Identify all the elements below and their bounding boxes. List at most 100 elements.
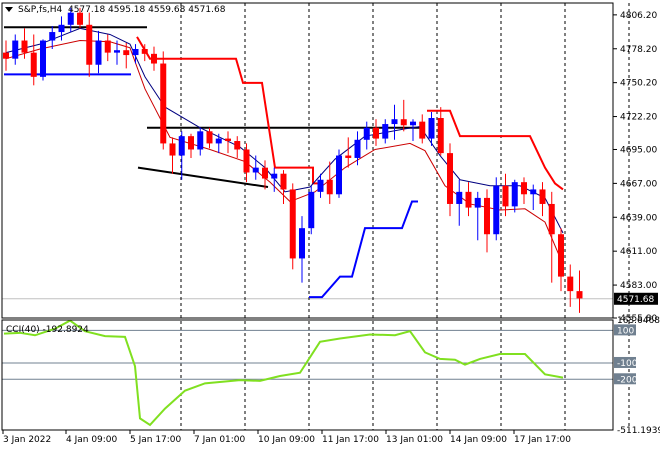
candle-body xyxy=(530,189,537,195)
current-price-label: 4571.68 xyxy=(617,295,654,305)
candle-body xyxy=(382,124,389,139)
trend-line xyxy=(137,166,269,189)
envelope-upper-1 xyxy=(136,36,320,185)
time-tick-label: 13 Jan 01:00 xyxy=(386,435,443,445)
candle-body xyxy=(437,118,444,154)
candle-body xyxy=(197,131,204,150)
candle-body xyxy=(336,155,342,195)
cci-frame xyxy=(1,319,614,431)
chart-header: S&P,fs,H4 4577.18 4595.18 4559.68 4571.6… xyxy=(18,5,225,15)
cci-level-badge xyxy=(614,324,636,336)
candle-body xyxy=(49,32,56,41)
cci-line xyxy=(3,319,564,427)
candle-body xyxy=(474,197,481,208)
candle-body xyxy=(447,153,453,204)
time-tick-label: 14 Jan 09:00 xyxy=(450,435,507,445)
candle-body xyxy=(40,40,46,77)
cci-tick-label: 163.6468 xyxy=(617,316,660,326)
cci-tick-label: -511.1939 xyxy=(617,426,660,436)
candle-body xyxy=(548,203,555,235)
candle-body xyxy=(502,185,509,207)
candle-body xyxy=(234,141,241,150)
candle-body xyxy=(178,136,185,156)
price-tick-label: 4695.00 xyxy=(620,145,657,155)
candle-body xyxy=(114,50,120,53)
time-tick-label: 10 Jan 09:00 xyxy=(258,435,315,445)
candle-body xyxy=(521,182,527,195)
candle-body xyxy=(95,40,102,65)
cci-tick-label: 100 xyxy=(617,326,634,336)
candle-body xyxy=(30,52,37,77)
candle-body xyxy=(391,119,398,125)
candle-body xyxy=(141,49,148,54)
envelope-upper-2 xyxy=(427,109,564,191)
candle-body xyxy=(567,276,574,292)
ohlc-values: 4577.18 4595.18 4559.68 4571.68 xyxy=(67,5,226,15)
cci-level-badge xyxy=(614,356,636,368)
candle-body xyxy=(317,179,324,192)
candle-body xyxy=(511,182,518,207)
candle-body xyxy=(188,136,194,150)
candle-body xyxy=(558,234,564,277)
price-tick-label: 4778.20 xyxy=(620,45,657,55)
candle-body xyxy=(465,191,472,208)
envelope-lower xyxy=(309,200,418,299)
envelope-lines xyxy=(136,36,564,299)
cci-title: CCI(40) -192.8924 xyxy=(6,325,89,335)
candle-body xyxy=(326,179,333,195)
candle-body xyxy=(456,191,463,204)
grid-lines xyxy=(2,3,630,430)
candle-body xyxy=(400,119,407,126)
axes: 4806.20 4778.20 4750.20 4722.20 4695.00 4667.… xyxy=(1,2,658,445)
candle-body xyxy=(345,155,352,158)
price-tick-label: 4806.20 xyxy=(620,11,657,21)
price-tick-label: 4722.20 xyxy=(620,113,657,123)
candle-body xyxy=(67,12,74,25)
time-tick-label: 4 Jan 09:00 xyxy=(66,435,118,445)
cci-tick-label: -100 xyxy=(617,359,638,369)
candle-body xyxy=(354,139,361,158)
candle-body xyxy=(243,149,250,173)
candle-body xyxy=(410,121,416,126)
candle-body xyxy=(271,173,278,179)
candle-body xyxy=(58,24,65,33)
candle-body xyxy=(308,191,315,229)
price-tick-label: 4611.00 xyxy=(620,247,657,257)
fast-ma-line xyxy=(5,27,564,234)
current-price-badge xyxy=(614,292,658,305)
candle-body xyxy=(104,40,111,53)
price-tick-label: 4555.80 xyxy=(620,314,657,324)
candle-body xyxy=(169,143,176,156)
price-tick-label: 4583.00 xyxy=(620,281,657,291)
candle-body xyxy=(215,138,222,144)
cci-tick-label: -200 xyxy=(617,375,638,385)
candle-body xyxy=(484,197,490,235)
price-frame xyxy=(1,2,614,319)
candle-body xyxy=(132,49,139,56)
chevron-down-icon[interactable] xyxy=(5,7,13,12)
candle-body xyxy=(3,52,9,59)
candle-body xyxy=(280,173,287,190)
cci-level-badge xyxy=(614,373,636,385)
candle-body xyxy=(299,228,305,259)
candle-body xyxy=(493,185,500,235)
symbol-label: S&P,fs,H4 xyxy=(18,5,63,15)
candle-body xyxy=(21,40,28,53)
time-tick-label: 5 Jan 17:00 xyxy=(130,435,182,445)
candle-body xyxy=(77,12,83,25)
candlesticks xyxy=(3,7,583,313)
candle-body xyxy=(262,167,268,179)
time-tick-label: 11 Jan 17:00 xyxy=(322,435,379,445)
candle-body xyxy=(539,189,546,204)
candle-body xyxy=(160,63,167,144)
candle-body xyxy=(151,53,157,64)
price-tick-label: 4667.00 xyxy=(620,179,657,189)
time-tick-label: 7 Jan 01:00 xyxy=(194,435,246,445)
candle-body xyxy=(373,127,379,139)
price-tick-label: 4750.20 xyxy=(620,79,657,89)
candle-body xyxy=(206,131,213,144)
candle-body xyxy=(363,127,370,140)
candle-body xyxy=(428,118,435,139)
